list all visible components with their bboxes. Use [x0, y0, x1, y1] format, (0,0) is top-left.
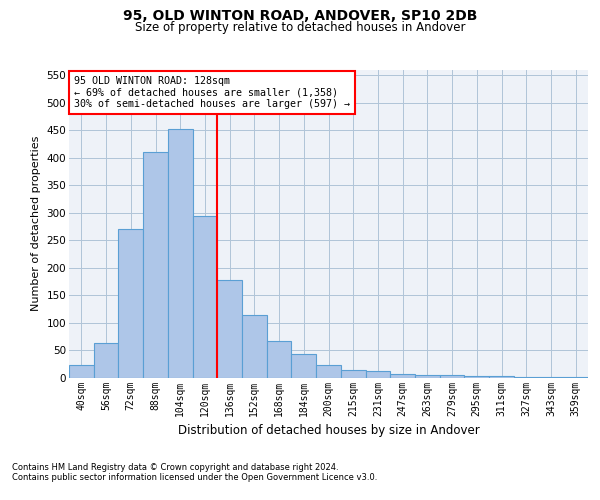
Bar: [168, 129, 193, 378]
Bar: [440, 376, 464, 378]
Bar: [539, 377, 563, 378]
Bar: [118, 229, 143, 378]
Text: Contains HM Land Registry data © Crown copyright and database right 2024.: Contains HM Land Registry data © Crown c…: [12, 462, 338, 471]
Y-axis label: Number of detached properties: Number of detached properties: [31, 136, 41, 312]
Bar: [69, 366, 94, 378]
Bar: [563, 377, 588, 378]
X-axis label: Distribution of detached houses by size in Andover: Distribution of detached houses by size …: [178, 424, 479, 437]
Bar: [489, 376, 514, 378]
Bar: [415, 375, 440, 378]
Bar: [217, 280, 242, 378]
Bar: [267, 340, 292, 378]
Text: Contains public sector information licensed under the Open Government Licence v3: Contains public sector information licen…: [12, 472, 377, 482]
Bar: [94, 343, 118, 378]
Bar: [514, 377, 539, 378]
Bar: [390, 374, 415, 378]
Bar: [316, 366, 341, 378]
Text: Size of property relative to detached houses in Andover: Size of property relative to detached ho…: [135, 21, 465, 34]
Bar: [143, 152, 168, 378]
Bar: [193, 216, 217, 378]
Bar: [292, 354, 316, 378]
Text: 95, OLD WINTON ROAD, ANDOVER, SP10 2DB: 95, OLD WINTON ROAD, ANDOVER, SP10 2DB: [123, 9, 477, 23]
Text: 95 OLD WINTON ROAD: 128sqm
← 69% of detached houses are smaller (1,358)
30% of s: 95 OLD WINTON ROAD: 128sqm ← 69% of deta…: [74, 76, 350, 110]
Bar: [341, 370, 365, 378]
Bar: [365, 372, 390, 378]
Bar: [242, 316, 267, 378]
Bar: [464, 376, 489, 378]
